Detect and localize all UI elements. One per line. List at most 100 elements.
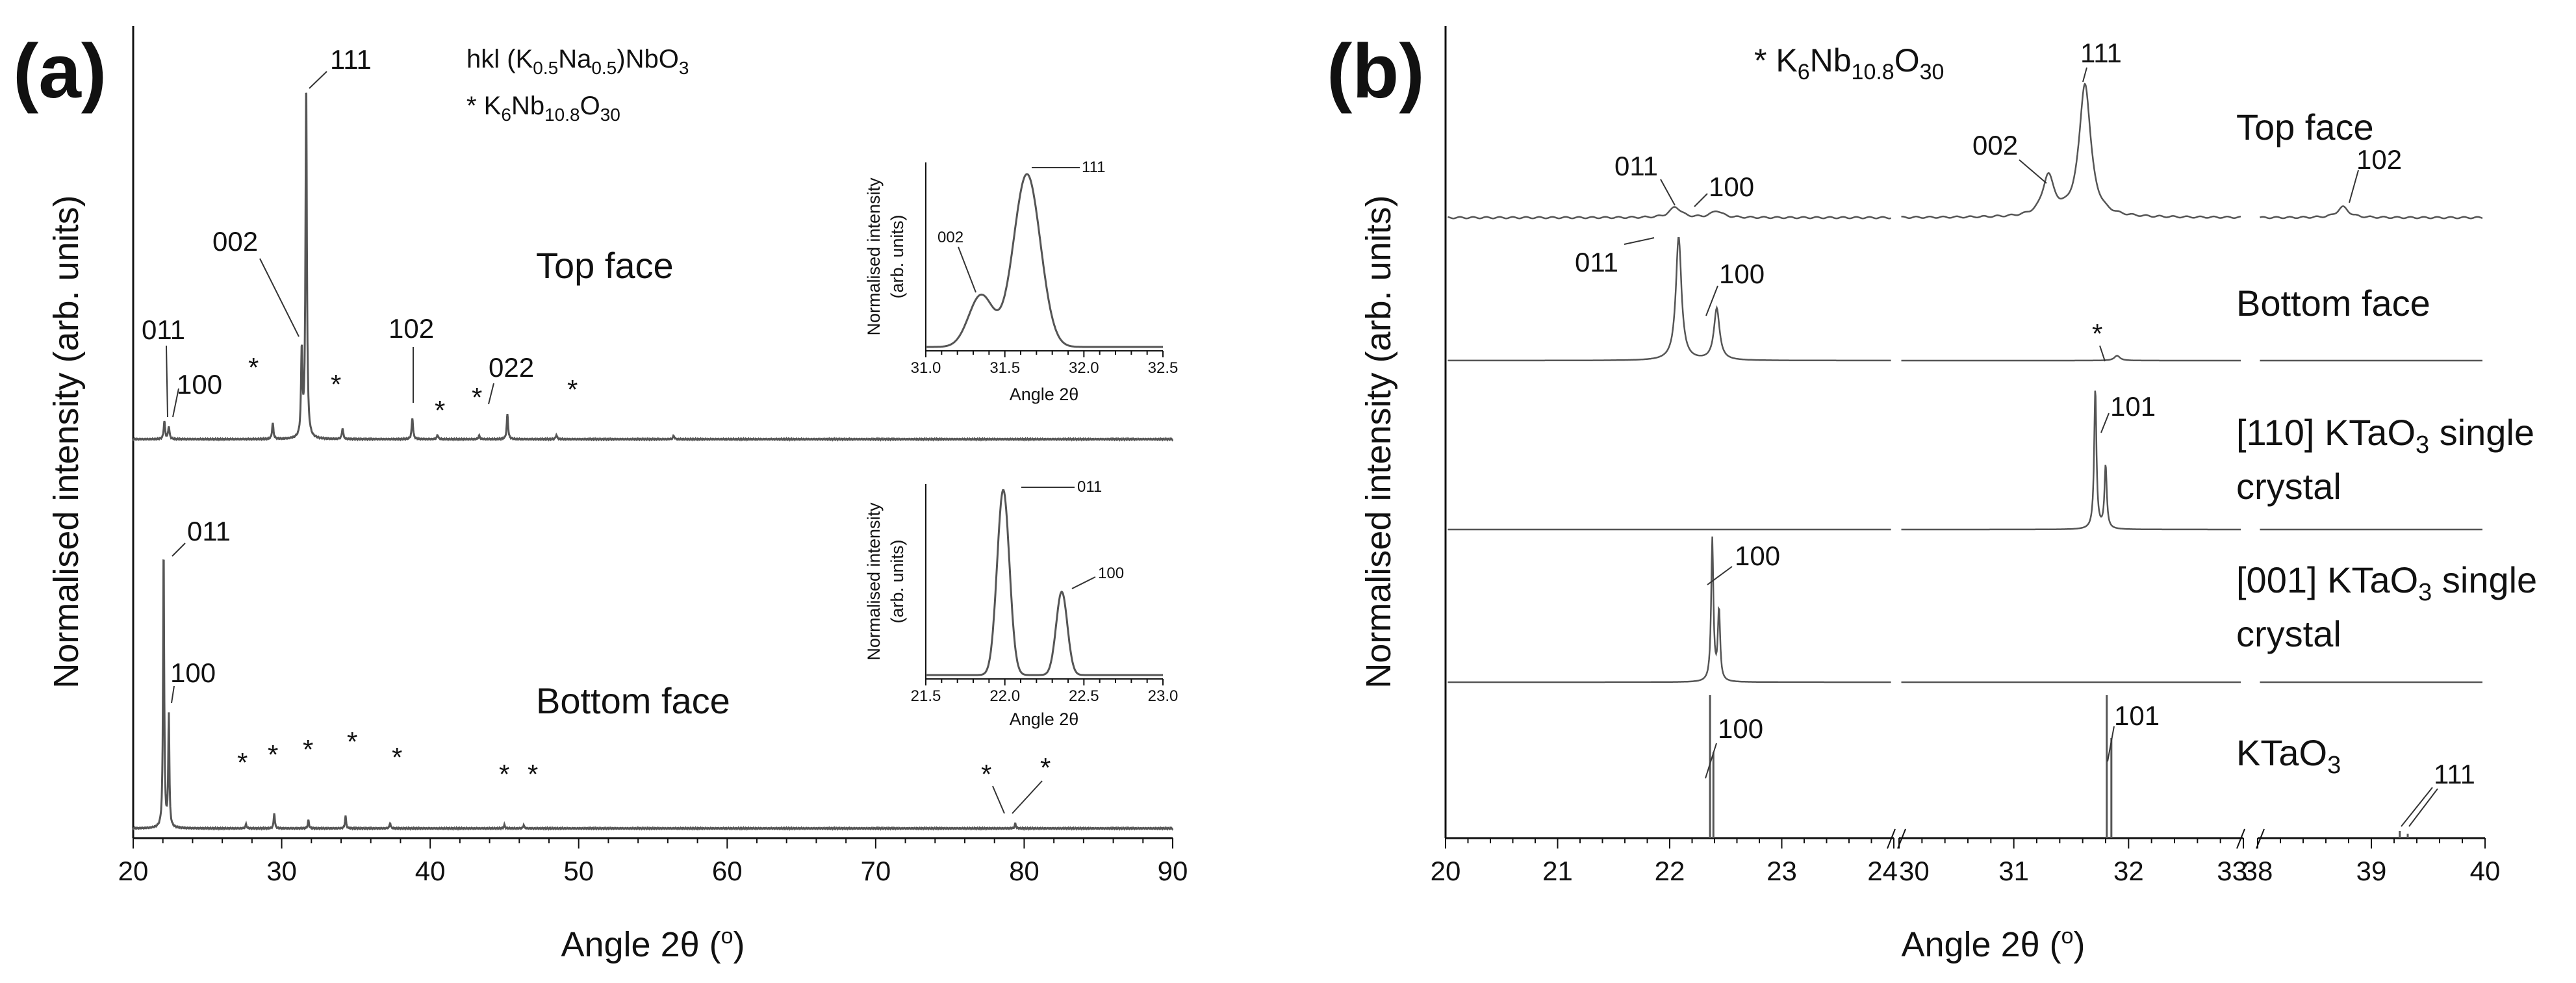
inset-bottom-peak-label-100: 100 bbox=[1098, 565, 1124, 582]
inset-bottom-peak-label-011: 011 bbox=[1077, 478, 1102, 496]
inset-top-x-axis-title: Angle 2θ bbox=[1010, 385, 1079, 404]
inset-top-y-axis-title-line2: (arb. units) bbox=[887, 214, 907, 298]
panel-a-legend-hkl: hkl (K0.5Na0.5)NbO3 bbox=[466, 45, 689, 78]
impurity-star: * bbox=[567, 374, 578, 405]
x-tick-label: 22 bbox=[1655, 856, 1685, 886]
x-tick-label: 30 bbox=[266, 856, 297, 886]
panel-b-legend-impurity: * K6Nb10.8O30 bbox=[1754, 42, 1944, 84]
leader-line bbox=[1012, 780, 1043, 814]
panel-a-top-peak-labels: 011 100 002 111 102 022 bbox=[142, 44, 534, 418]
peak-label-111: 111 bbox=[2080, 38, 2122, 68]
leader-line bbox=[309, 71, 327, 89]
panel-b-x-axis-title: Angle 2θ (o) bbox=[1901, 924, 2085, 964]
curve-top-face bbox=[1901, 83, 2241, 219]
impurity-star: * bbox=[2092, 318, 2102, 349]
peak-label-011: 011 bbox=[187, 516, 231, 546]
inset-top-peak-label-111: 111 bbox=[1082, 159, 1105, 176]
impurity-star: * bbox=[981, 759, 991, 789]
inset-top-curve bbox=[926, 173, 1163, 348]
curve-top-face bbox=[2260, 205, 2483, 220]
axis-break-mark bbox=[1887, 828, 1896, 849]
impurity-star: * bbox=[499, 759, 509, 789]
leader-line bbox=[992, 785, 1005, 814]
leader-line bbox=[166, 345, 168, 418]
x-tick-label: 32 bbox=[2113, 856, 2144, 886]
peak-label-111: 111 bbox=[330, 44, 372, 75]
leader-line bbox=[1707, 566, 1733, 585]
axis-break-mark bbox=[2256, 828, 2265, 849]
impurity-star: * bbox=[331, 369, 341, 400]
peak-label-100: 100 bbox=[1719, 259, 1765, 289]
inset-bottom-x-axis-title: Angle 2θ bbox=[1010, 709, 1079, 729]
panel-b-label-110-crystal-line1: [110] KTaO3 single bbox=[2236, 412, 2534, 459]
impurity-star: * bbox=[1040, 752, 1051, 783]
panel-a-bottom-impurity-stars: * * * * * * * * * bbox=[237, 726, 1051, 814]
panel-b-peak-labels: 011 100 002 111 102 011 100 * 101 100 10… bbox=[1575, 38, 2475, 827]
panel-a-legend-impurity: * K6Nb10.8O30 bbox=[466, 92, 620, 125]
impurity-star: * bbox=[528, 759, 538, 789]
x-tick-label: 80 bbox=[1009, 856, 1039, 886]
x-tick-label: 70 bbox=[860, 856, 891, 886]
impurity-star: * bbox=[237, 747, 248, 778]
peak-label-022: 022 bbox=[489, 352, 534, 383]
x-tick-label: 90 bbox=[1158, 856, 1188, 886]
leader-line bbox=[1071, 576, 1096, 589]
panel-b-letter: (b) bbox=[1327, 29, 1425, 114]
leader-line bbox=[2099, 345, 2106, 362]
inset-top-xtick-label: 31.5 bbox=[989, 359, 1020, 377]
x-tick-label: 23 bbox=[1766, 856, 1797, 886]
panel-b-label-ktao3: KTaO3 bbox=[2236, 732, 2341, 779]
peak-label-101: 101 bbox=[2110, 391, 2156, 422]
leader-line bbox=[1705, 285, 1718, 316]
leader-line bbox=[1705, 743, 1717, 779]
leader-line bbox=[2408, 788, 2438, 827]
peak-label-100: 100 bbox=[1718, 713, 1763, 744]
peak-label-011: 011 bbox=[1614, 151, 1658, 181]
x-tick-label: 60 bbox=[712, 856, 743, 886]
panel-b-curves bbox=[1447, 83, 2483, 838]
panel-b-label-001-crystal-line1: [001] KTaO3 single bbox=[2236, 559, 2537, 606]
panel-a-y-axis-title: Normalised intensity (arb. units) bbox=[47, 195, 86, 688]
panel-b-label-bottom-face: Bottom face bbox=[2236, 283, 2430, 324]
x-tick-label: 30 bbox=[1899, 856, 1930, 886]
panel-a-x-ticks: 20 30 40 50 60 70 80 90 bbox=[118, 838, 1188, 886]
x-tick-label: 38 bbox=[2243, 856, 2273, 886]
leader-line bbox=[2401, 787, 2433, 827]
inset-bottom-xtick-label: 22.0 bbox=[989, 687, 1020, 705]
axis-break-mark bbox=[2236, 828, 2245, 849]
inset-bottom-curve bbox=[926, 489, 1163, 676]
curve-bottom-face bbox=[1447, 236, 1891, 362]
curve-bottom-face bbox=[1901, 355, 2241, 362]
panel-b-y-axis-title: Normalised intensity (arb. units) bbox=[1359, 195, 1398, 688]
leader-line bbox=[171, 685, 175, 704]
peak-label-102: 102 bbox=[389, 313, 434, 344]
leader-line bbox=[1624, 237, 1655, 245]
impurity-star: * bbox=[392, 742, 402, 772]
peak-label-111: 111 bbox=[2434, 759, 2475, 789]
panel-a-top-impurity-stars: * * * * * bbox=[248, 352, 578, 426]
x-tick-label: 31 bbox=[1998, 856, 2029, 886]
inset-top-peak-label-002: 002 bbox=[937, 229, 963, 246]
peak-label-100: 100 bbox=[170, 657, 216, 688]
inset-bottom-xtick-label: 21.5 bbox=[911, 687, 941, 705]
leader-line bbox=[2349, 170, 2359, 203]
x-tick-label: 20 bbox=[1431, 856, 1461, 886]
inset-bottom-face: 21.5 22.0 22.5 23.0 Angle 2θ Normalised … bbox=[864, 478, 1178, 729]
leader-line bbox=[2082, 67, 2087, 83]
inset-top-xtick-label: 32.0 bbox=[1069, 359, 1099, 377]
inset-top-ticks bbox=[925, 351, 1164, 357]
axis-break-mark bbox=[1897, 828, 1906, 849]
leader-line bbox=[172, 388, 179, 418]
curve-110-crystal bbox=[1901, 390, 2241, 531]
peak-label-011: 011 bbox=[1575, 247, 1618, 277]
x-tick-label: 40 bbox=[2470, 856, 2501, 886]
x-tick-label: 50 bbox=[563, 856, 594, 886]
panel-b-label-top-face: Top face bbox=[2236, 107, 2374, 147]
panel-b-label-001-crystal-line2: crystal bbox=[2236, 613, 2341, 654]
inset-top-y-axis-title-line1: Normalised intensity bbox=[864, 177, 884, 336]
impurity-star: * bbox=[472, 382, 482, 413]
peak-label-101: 101 bbox=[2114, 700, 2160, 731]
inset-bottom-y-axis-title-line1: Normalised intensity bbox=[864, 502, 884, 661]
peak-label-100: 100 bbox=[177, 369, 222, 400]
panel-a-bottom-peak-labels: 011 100 bbox=[170, 516, 231, 704]
